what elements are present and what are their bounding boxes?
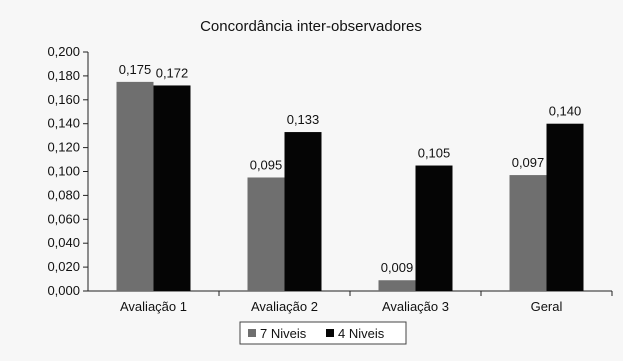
legend-box (239, 321, 407, 345)
bar (415, 165, 453, 291)
y-tick-label: 0,180 (47, 68, 80, 83)
x-tick-label: Geral (531, 299, 563, 314)
bar (284, 132, 322, 291)
y-tick-label: 0,000 (47, 283, 80, 298)
bar (509, 175, 547, 291)
bar (546, 123, 584, 291)
legend-swatch (326, 329, 334, 337)
y-tick-label: 0,060 (47, 211, 80, 226)
x-axis: Avaliação 1 Avaliação 2 Avaliação 3 Geral (88, 290, 613, 314)
data-label: 0,172 (156, 65, 189, 80)
bars (116, 81, 584, 292)
legend-label: 4 Niveis (338, 326, 385, 341)
data-label: 0,009 (381, 260, 414, 275)
y-axis: 0,000 0,020 0,040 0,060 0,080 0,100 0,120 0,140… (47, 44, 89, 298)
bar (247, 177, 285, 291)
data-label: 0,105 (418, 146, 451, 161)
y-tick-label: 0,200 (47, 44, 80, 59)
data-label: 0,133 (287, 112, 320, 127)
y-tick-label: 0,020 (47, 259, 80, 274)
data-label: 0,097 (512, 155, 545, 170)
data-label: 0,095 (250, 157, 283, 172)
bar (116, 81, 154, 291)
y-tick-label: 0,120 (47, 140, 80, 155)
data-label: 0,140 (549, 104, 582, 119)
y-tick-label: 0,100 (47, 164, 80, 179)
x-tick-label: Avaliação 3 (382, 299, 449, 314)
y-tick-label: 0,040 (47, 235, 80, 250)
bar (378, 280, 416, 291)
y-tick-label: 0,160 (47, 92, 80, 107)
data-labels: 0,175 0,172 0,095 0,133 0,009 0,105 0,097 0,140 (119, 62, 582, 275)
bar (153, 85, 191, 292)
x-tick-label: Avaliação 2 (251, 299, 318, 314)
data-label: 0,175 (119, 62, 152, 77)
legend: 7 Niveis 4 Niveis (239, 321, 407, 345)
y-tick-label: 0,140 (47, 116, 80, 131)
chart-title: Concordância inter-observadores (200, 18, 422, 35)
legend-swatch (248, 329, 256, 337)
x-tick-label: Avaliação 1 (120, 299, 187, 314)
y-tick-label: 0,080 (47, 187, 80, 202)
legend-label: 7 Niveis (260, 326, 307, 341)
